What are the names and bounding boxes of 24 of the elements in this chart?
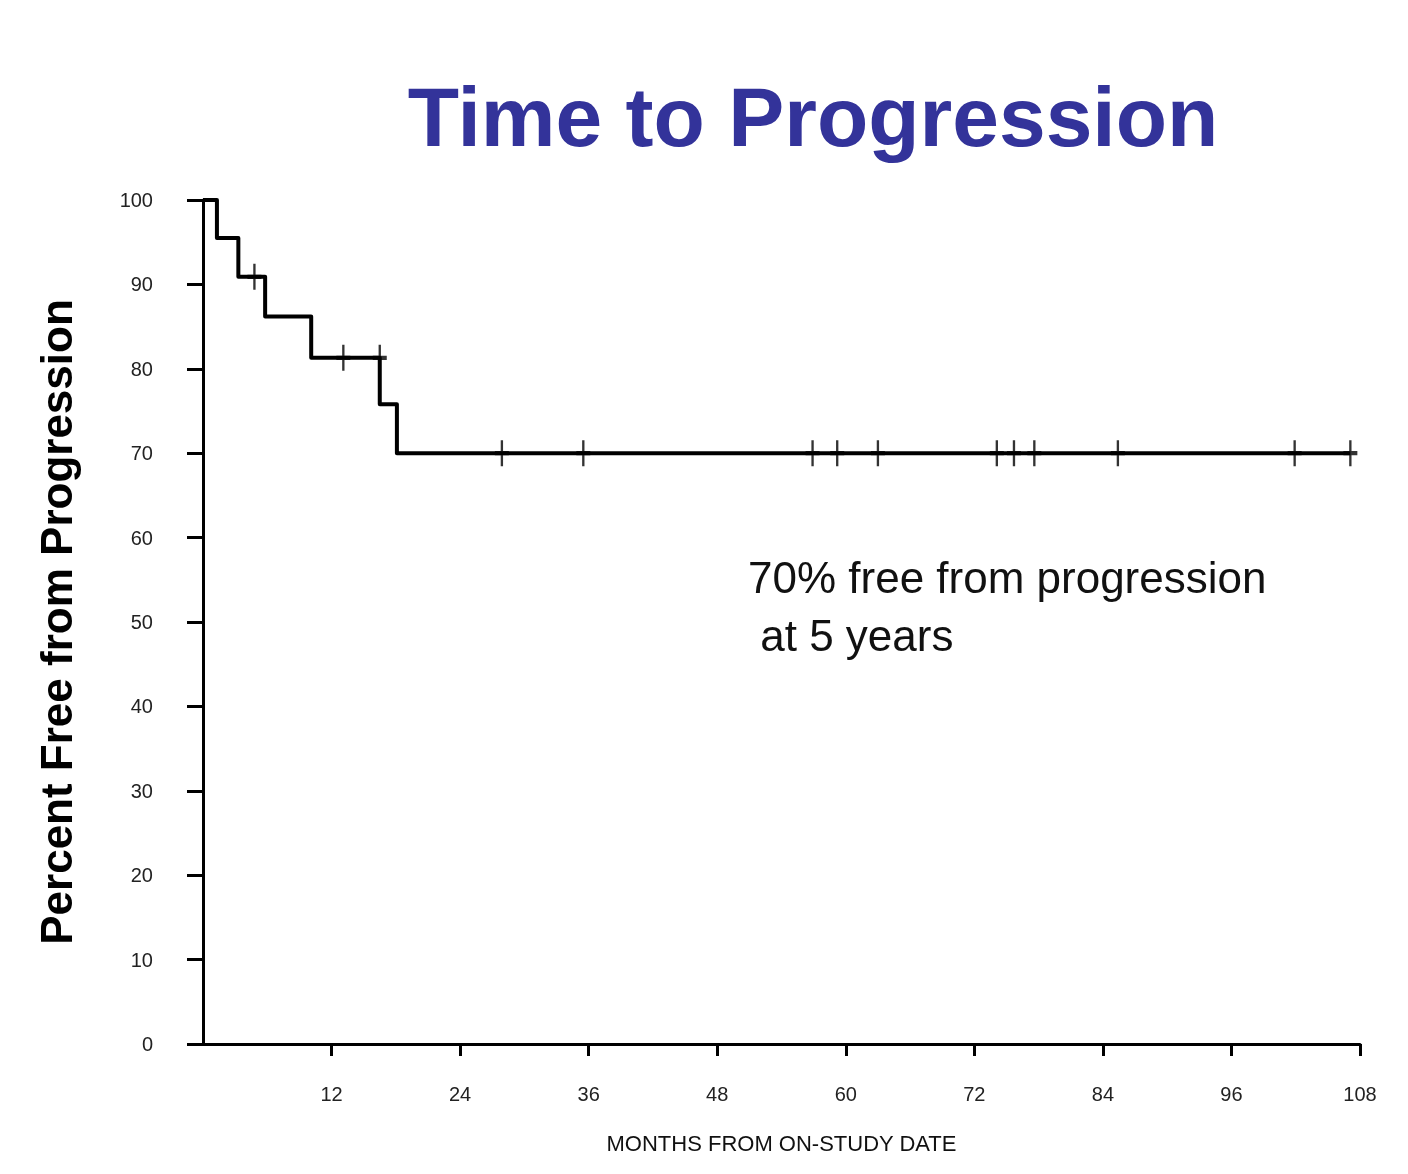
x-tick-label: 96 bbox=[1220, 1083, 1243, 1105]
y-tick-label: 0 bbox=[141, 1033, 153, 1055]
y-tick-label: 80 bbox=[130, 357, 153, 380]
x-tick-label: 36 bbox=[577, 1083, 600, 1105]
x-tick-label: 48 bbox=[706, 1083, 729, 1105]
x-tick-label: 72 bbox=[963, 1083, 986, 1105]
x-tick-label: 24 bbox=[448, 1083, 472, 1105]
annotation: 70% free from progression at 5 years bbox=[748, 552, 1267, 660]
x-tick-label: 108 bbox=[1343, 1083, 1377, 1105]
y-tick-label: 40 bbox=[130, 695, 153, 718]
x-tick-label: 12 bbox=[320, 1083, 343, 1105]
x-tick-label: 60 bbox=[834, 1083, 857, 1105]
y-tick-label: 60 bbox=[130, 526, 153, 549]
y-tick-label: 30 bbox=[130, 779, 153, 802]
y-tick-label: 20 bbox=[130, 864, 153, 887]
y-tick-label: 100 bbox=[119, 189, 153, 211]
x-tick-label: 84 bbox=[1091, 1083, 1115, 1105]
chart-title: Time to Progression bbox=[407, 70, 1219, 164]
y-tick-label: 50 bbox=[130, 611, 153, 633]
x-axis-title: MONTHS FROM ON-STUDY DATE bbox=[606, 1130, 957, 1156]
y-tick-label: 70 bbox=[130, 442, 153, 465]
y-axis-title: Percent Free from Progression bbox=[31, 299, 81, 945]
y-tick-label: 90 bbox=[130, 273, 153, 296]
y-tick-label: 10 bbox=[130, 948, 153, 971]
